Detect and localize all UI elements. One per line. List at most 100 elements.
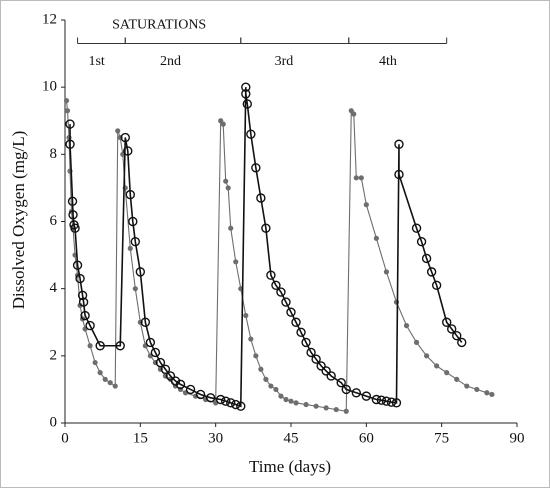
data-point <box>413 339 420 345</box>
x-tick-label: 60 <box>359 430 374 446</box>
y-tick-label: 4 <box>50 280 58 296</box>
data-point <box>97 370 103 376</box>
data-point <box>195 389 206 400</box>
data-point <box>205 393 216 403</box>
data-point <box>64 108 71 114</box>
data-point <box>411 223 422 233</box>
data-point <box>102 376 108 382</box>
x-tick-label: 75 <box>434 430 449 446</box>
data-point <box>215 394 226 405</box>
data-point <box>220 121 226 127</box>
data-point <box>123 146 133 156</box>
data-point <box>394 139 404 149</box>
data-point <box>291 317 301 327</box>
data-point <box>424 353 430 359</box>
y-tick-label: 12 <box>42 11 57 27</box>
data-point <box>316 361 326 371</box>
data-point <box>135 267 146 277</box>
data-point <box>77 290 88 301</box>
data-point <box>72 260 83 270</box>
data-point <box>248 336 254 342</box>
data-point <box>120 132 130 143</box>
data-point <box>241 82 251 92</box>
data-point <box>341 384 351 395</box>
data-point <box>145 337 156 348</box>
data-point <box>363 202 369 208</box>
data-point <box>278 393 284 399</box>
data-point <box>140 317 151 327</box>
data-point <box>343 408 349 414</box>
data-point <box>256 193 266 203</box>
data-point <box>426 267 437 277</box>
data-point <box>165 371 176 381</box>
data-point <box>293 400 299 406</box>
data-point <box>87 343 93 349</box>
data-point <box>185 384 196 395</box>
data-point <box>128 216 138 227</box>
y-tick-label: 10 <box>42 79 57 95</box>
data-point <box>225 185 231 191</box>
data-point <box>391 398 402 408</box>
data-point <box>381 396 392 406</box>
data-point <box>246 129 256 139</box>
data-point <box>271 280 281 291</box>
data-point <box>155 357 166 368</box>
data-point <box>78 297 89 307</box>
y-tick-label: 2 <box>50 347 58 363</box>
data-point <box>353 175 359 181</box>
data-point <box>175 379 186 390</box>
data-point <box>373 235 379 241</box>
data-point <box>441 317 452 327</box>
data-point <box>288 398 294 404</box>
x-tick-label: 15 <box>133 430 148 446</box>
data-point <box>127 245 133 251</box>
data-point <box>351 388 361 398</box>
data-point <box>251 163 261 173</box>
data-point <box>489 391 495 398</box>
data-point <box>107 380 113 386</box>
data-point <box>125 189 135 200</box>
data-point <box>160 364 171 374</box>
data-point <box>474 386 480 393</box>
data-point <box>393 299 400 305</box>
data-point <box>115 341 125 351</box>
data-point <box>132 286 138 292</box>
data-point <box>258 366 264 372</box>
data-point <box>85 320 95 331</box>
data-point <box>336 378 346 388</box>
data-point <box>261 223 271 233</box>
data-point <box>231 399 241 410</box>
data-point <box>228 225 234 231</box>
data-point <box>283 396 289 403</box>
data-point <box>416 236 427 247</box>
data-point <box>80 310 90 321</box>
data-point <box>95 341 105 351</box>
x-tick-label: 45 <box>284 430 299 446</box>
data-point <box>303 401 309 408</box>
data-point <box>253 353 259 359</box>
data-point <box>454 376 460 382</box>
data-point <box>464 383 470 389</box>
y-tick-label: 6 <box>50 213 58 229</box>
data-point <box>77 302 83 309</box>
data-point <box>130 236 141 247</box>
data-point <box>92 359 98 366</box>
data-point <box>112 383 118 389</box>
data-point <box>306 347 316 358</box>
saturation-label: 4th <box>379 54 397 69</box>
y-tick-label: 0 <box>50 414 58 430</box>
data-point <box>394 169 404 180</box>
x-axis-label: Time (days) <box>249 457 331 476</box>
data-point <box>276 287 286 297</box>
x-tick-label: 0 <box>61 430 69 446</box>
data-point <box>241 89 251 99</box>
data-point <box>263 376 269 382</box>
data-point <box>434 363 440 369</box>
data-point <box>321 366 331 376</box>
saturation-label: 3rd <box>275 54 294 69</box>
data-point <box>68 210 78 220</box>
data-point <box>403 323 410 329</box>
data-point <box>333 406 339 413</box>
series-line <box>69 87 463 408</box>
